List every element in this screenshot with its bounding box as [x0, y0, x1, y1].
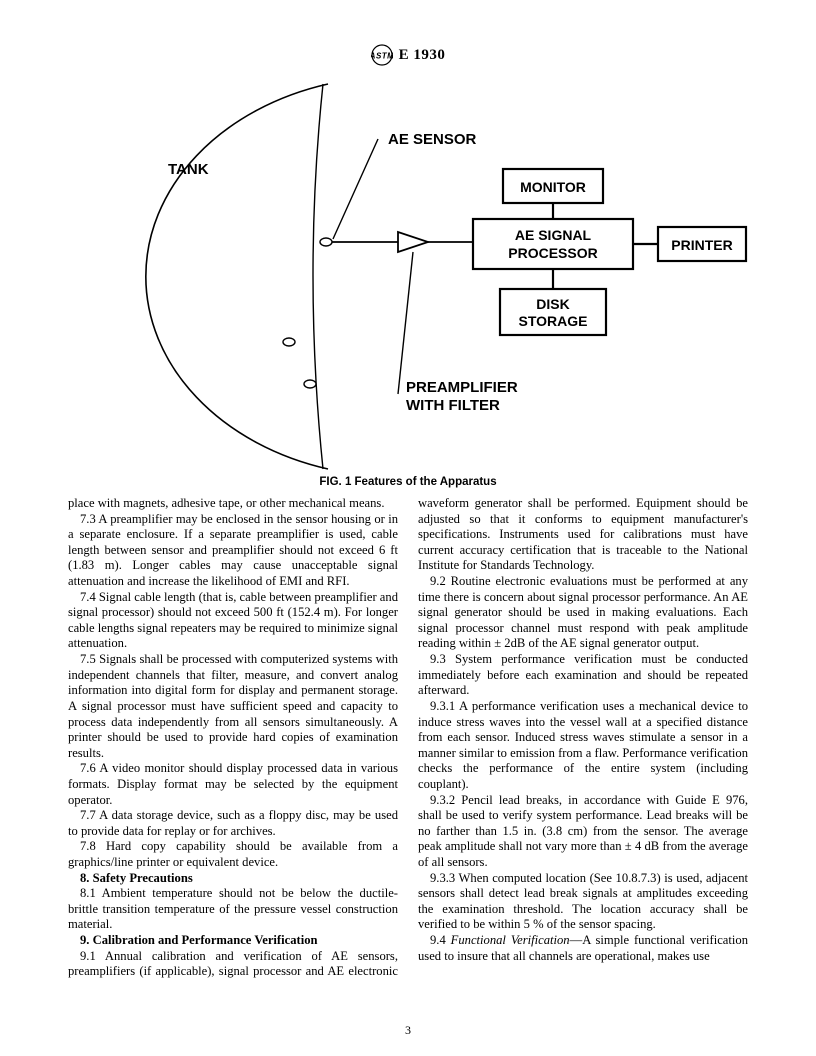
figure-caption: FIG. 1 Features of the Apparatus	[68, 476, 748, 488]
svg-text:ASTM: ASTM	[371, 52, 393, 61]
para-9-3: 9.3 System performance verification must…	[418, 652, 748, 699]
para-9-4: 9.4 Functional Verification—A simple fun…	[418, 933, 748, 964]
page-header: ASTM E 1930	[68, 44, 748, 66]
para-7-2-cont: place with magnets, adhesive tape, or ot…	[68, 496, 398, 512]
para-7-3: 7.3 A preamplifier may be enclosed in th…	[68, 512, 398, 590]
disk-label-1: DISK	[536, 296, 569, 312]
tank-label: TANK	[168, 161, 209, 178]
processor-label-1: AE SIGNAL	[515, 227, 592, 243]
ae-sensor-label: AE SENSOR	[388, 131, 477, 148]
section-9-head: 9. Calibration and Performance Verificat…	[68, 933, 398, 949]
figure-1: TANK AE SENSOR PREAMPLIFIER WITH FILTER …	[68, 74, 748, 474]
para-9-3-1: 9.3.1 A performance verification uses a …	[418, 699, 748, 793]
page-number: 3	[0, 1023, 816, 1038]
processor-label-2: PROCESSOR	[508, 245, 597, 261]
para-7-7: 7.7 A data storage device, such as a flo…	[68, 808, 398, 839]
preamp-label-1: PREAMPLIFIER	[406, 379, 518, 396]
para-9-3-3: 9.3.3 When computed location (See 10.8.7…	[418, 871, 748, 933]
section-8-head: 8. Safety Precautions	[68, 871, 398, 887]
para-7-8: 7.8 Hard copy capability should be avail…	[68, 839, 398, 870]
disk-label-2: STORAGE	[519, 313, 588, 329]
para-7-6: 7.6 A video monitor should display proce…	[68, 761, 398, 808]
para-8-1: 8.1 Ambient temperature should not be be…	[68, 886, 398, 933]
preamp-label-2: WITH FILTER	[406, 397, 500, 414]
monitor-label: MONITOR	[520, 179, 586, 195]
body-columns: place with magnets, adhesive tape, or ot…	[68, 496, 748, 980]
para-7-4: 7.4 Signal cable length (that is, cable …	[68, 590, 398, 652]
para-9-3-2: 9.3.2 Pencil lead breaks, in accordance …	[418, 793, 748, 871]
designation: E 1930	[399, 47, 446, 64]
printer-label: PRINTER	[671, 237, 732, 253]
para-7-5: 7.5 Signals shall be processed with comp…	[68, 652, 398, 761]
para-9-2: 9.2 Routine electronic evaluations must …	[418, 574, 748, 652]
astm-logo-icon: ASTM	[371, 44, 393, 66]
